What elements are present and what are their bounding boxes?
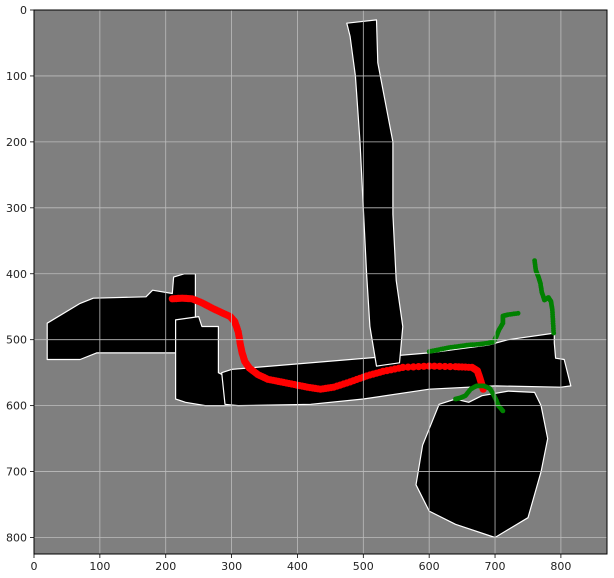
x-tick-label: 700 [485, 560, 506, 573]
map-region-lower-fan [415, 390, 549, 539]
data-point [415, 363, 423, 371]
x-tick-label: 100 [89, 560, 110, 573]
y-tick-label: 0 [20, 4, 27, 17]
y-tick-label: 700 [6, 466, 27, 479]
x-tick-label: 600 [419, 560, 440, 573]
x-tick-label: 400 [287, 560, 308, 573]
x-tick-label: 800 [550, 560, 571, 573]
data-point [399, 363, 407, 371]
axes: 0 100 200 300 400 500 600 700 800 0 100 200 300 400 50… [6, 4, 608, 573]
data-point [430, 362, 438, 370]
data-point [409, 363, 417, 371]
y-tick-label: 600 [6, 400, 27, 413]
data-point [500, 408, 506, 414]
data-point [441, 362, 449, 371]
y-tick-label: 200 [6, 136, 27, 149]
y-tick-label: 800 [6, 532, 27, 545]
plot-area [34, 10, 607, 554]
plot-content [34, 10, 607, 554]
plot-frame [33, 9, 608, 555]
data-point [436, 362, 444, 370]
map-region-vertical-corridor [346, 19, 404, 367]
y-tick-label: 100 [6, 70, 27, 83]
y-tick-label: 500 [6, 334, 27, 347]
series-0 [168, 294, 487, 393]
series-1 [426, 310, 521, 354]
y-tick-label: 400 [6, 268, 27, 281]
x-tick-label: 500 [353, 560, 374, 573]
series-3 [453, 383, 506, 414]
data-point [404, 363, 412, 371]
series-2 [532, 258, 557, 336]
data-point [551, 330, 557, 336]
y-tick-label: 300 [6, 202, 27, 215]
x-tick-label: 200 [155, 560, 176, 573]
x-tick-label: 0 [31, 560, 38, 573]
data-point [420, 362, 428, 370]
data-point [446, 363, 454, 371]
x-tick-label: 300 [221, 560, 242, 573]
data-point [515, 310, 521, 316]
